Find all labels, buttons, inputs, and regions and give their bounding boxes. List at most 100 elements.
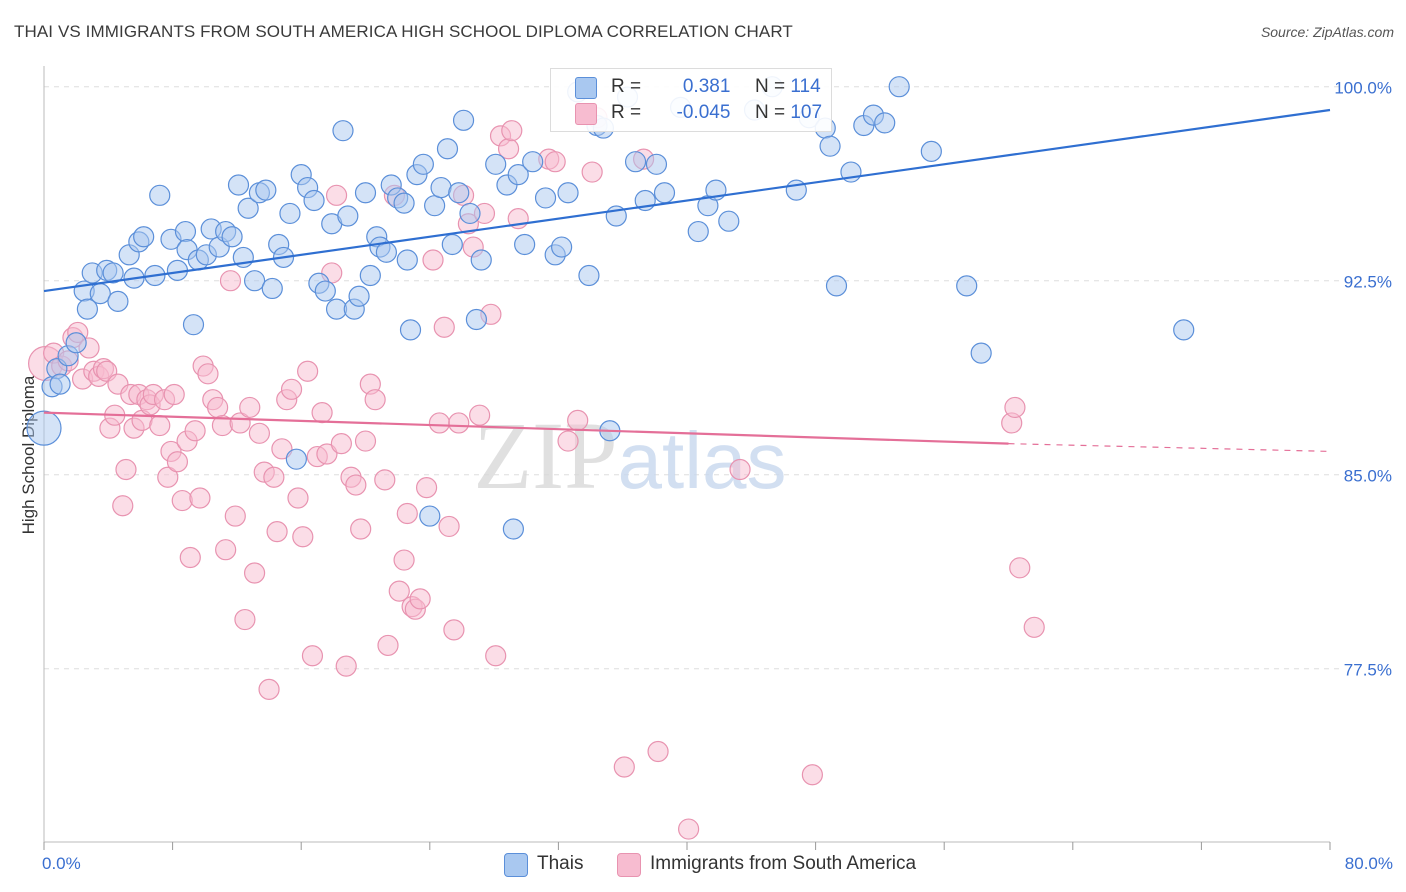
thais-point bbox=[825, 275, 848, 297]
watermark-text: ZIP bbox=[474, 402, 618, 509]
x-tick-label-max: 80.0% bbox=[1345, 854, 1393, 873]
south-america-point bbox=[581, 161, 603, 183]
thais-point bbox=[26, 410, 62, 446]
south-america-point bbox=[335, 655, 357, 677]
thais-point bbox=[419, 505, 441, 527]
thais-point bbox=[448, 182, 470, 204]
thais-point bbox=[970, 342, 992, 364]
thais-point bbox=[819, 135, 841, 157]
series-immigrants-south-america bbox=[28, 107, 1045, 840]
south-america-point bbox=[263, 466, 285, 488]
thais-point bbox=[102, 262, 124, 284]
south-america-point bbox=[801, 764, 823, 786]
thais-point bbox=[551, 236, 573, 258]
south-america-point bbox=[266, 520, 288, 543]
south-america-point bbox=[345, 474, 367, 496]
south-america-point bbox=[258, 678, 280, 700]
thais-point bbox=[459, 202, 481, 225]
thais-point bbox=[354, 182, 377, 204]
tick-labels: 77.5% 85.0% 92.5% 100.0% 0.0% 80.0% bbox=[42, 79, 1393, 873]
x-tick-label-min: 0.0% bbox=[42, 854, 81, 873]
south-america-swatch bbox=[575, 103, 597, 125]
south-america-point bbox=[443, 619, 465, 641]
chart-title: THAI VS IMMIGRANTS FROM SOUTH AMERICA HI… bbox=[14, 22, 793, 41]
thais-point bbox=[107, 290, 129, 312]
thais-point bbox=[359, 264, 381, 287]
south-america-point bbox=[224, 505, 246, 527]
thais-trend-line bbox=[43, 108, 1331, 293]
south-america-point bbox=[234, 608, 256, 631]
trend-lines bbox=[43, 108, 1331, 453]
south-america-point bbox=[297, 360, 319, 382]
thais-point bbox=[687, 220, 709, 243]
south-america-point bbox=[377, 634, 399, 657]
thais-point bbox=[332, 120, 354, 142]
south-america-point bbox=[171, 489, 193, 512]
thais-point bbox=[522, 151, 544, 173]
south-america-point bbox=[115, 458, 137, 481]
south-america-point bbox=[388, 580, 410, 602]
thais-point bbox=[465, 308, 488, 331]
thais-point bbox=[325, 298, 348, 320]
thais-point bbox=[375, 241, 397, 263]
thais-point bbox=[424, 195, 446, 217]
thais-point bbox=[888, 76, 910, 98]
thais-point bbox=[653, 182, 676, 204]
thais-point bbox=[65, 332, 87, 354]
south-america-point bbox=[433, 316, 455, 338]
south-america-point bbox=[350, 518, 372, 540]
south-america-point bbox=[325, 184, 348, 206]
thais-point bbox=[285, 448, 307, 470]
south-america-point bbox=[166, 451, 189, 473]
thais-point bbox=[255, 179, 277, 201]
thais-point bbox=[718, 210, 740, 232]
thais-point bbox=[261, 277, 283, 300]
thais-point bbox=[430, 176, 452, 199]
south-america-point bbox=[1009, 557, 1031, 579]
n-value-thais: 114 bbox=[790, 76, 821, 97]
south-america-point bbox=[197, 363, 219, 385]
thais-point bbox=[578, 264, 600, 287]
south-america-point bbox=[415, 477, 438, 499]
south-america-point bbox=[448, 412, 470, 434]
thais-point bbox=[1173, 319, 1195, 341]
y-tick-label: 92.5% bbox=[1344, 273, 1392, 292]
thais-point bbox=[412, 153, 434, 175]
thais-point bbox=[348, 285, 370, 307]
south-america-point bbox=[316, 443, 338, 465]
south-america-point bbox=[485, 645, 507, 667]
south-america-point bbox=[422, 249, 444, 271]
stats-legend: R = 0.381 N = 114 R = -0.045 N = 107 bbox=[550, 68, 832, 132]
n-value-south-america: 107 bbox=[790, 102, 823, 123]
r-label: R = bbox=[611, 102, 642, 123]
south-america-point bbox=[501, 120, 523, 142]
thais-point bbox=[534, 187, 557, 209]
thais-point bbox=[441, 233, 463, 256]
thais-point bbox=[645, 153, 668, 175]
thais-point bbox=[624, 151, 647, 173]
south-america-point bbox=[567, 409, 589, 431]
south-america-point bbox=[179, 546, 201, 569]
thais-point bbox=[514, 233, 536, 256]
thais-point bbox=[76, 298, 99, 320]
thais-point bbox=[436, 138, 459, 160]
south-america-point bbox=[292, 526, 314, 548]
south-america-point bbox=[184, 420, 206, 442]
thais-point bbox=[920, 140, 942, 162]
watermark: ZIPatlas bbox=[474, 402, 787, 509]
south-america-point bbox=[613, 756, 635, 778]
n-label: N = bbox=[754, 76, 786, 97]
south-america-point bbox=[239, 396, 261, 419]
south-america-point bbox=[438, 515, 460, 538]
thais-point bbox=[502, 518, 524, 540]
south-america-point bbox=[374, 469, 396, 491]
thais-point bbox=[49, 373, 71, 395]
south-america-trend-line bbox=[43, 411, 1009, 445]
south-america-point bbox=[364, 389, 386, 411]
n-label: N = bbox=[754, 102, 786, 123]
south-america-point bbox=[729, 458, 751, 481]
south-america-point bbox=[207, 396, 229, 419]
thais-point bbox=[133, 226, 155, 248]
south-america-point bbox=[248, 422, 271, 444]
